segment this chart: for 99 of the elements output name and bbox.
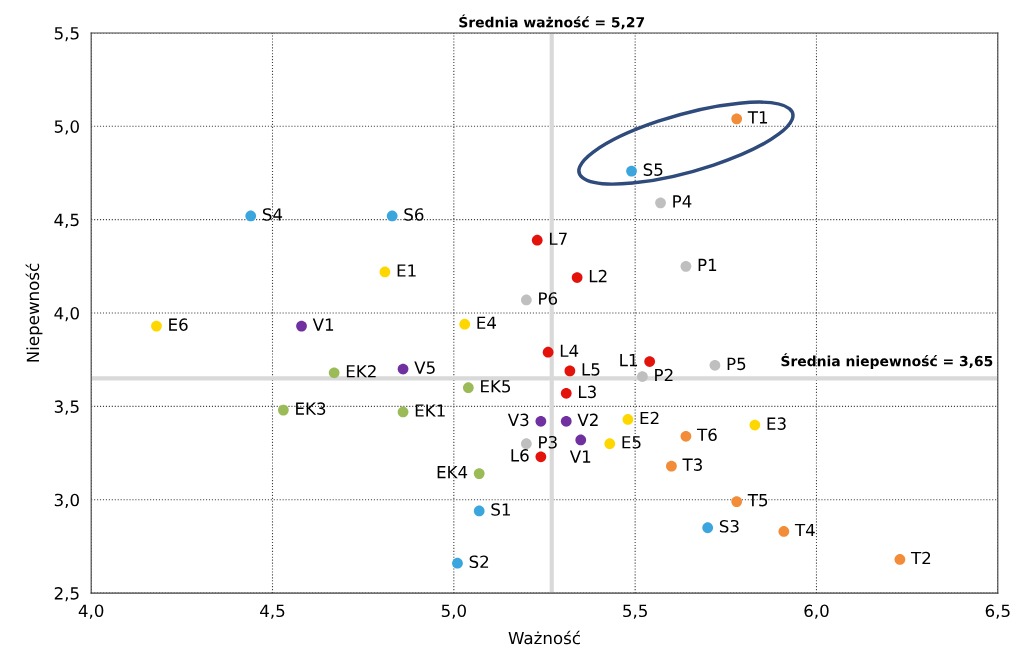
data-label: V3: [507, 413, 529, 427]
data-label: P4: [673, 195, 692, 208]
y-axis-title: Niepewność: [25, 263, 43, 362]
x-tick-label: 4,5: [260, 604, 285, 619]
data-label: T2: [910, 551, 931, 565]
data-label: T4: [794, 523, 815, 537]
point: [542, 346, 554, 358]
data-label: EK1: [415, 404, 445, 417]
point: [531, 234, 543, 246]
data-label: E1: [397, 264, 416, 277]
data-label: L2: [589, 269, 607, 283]
point: [637, 371, 648, 382]
data-label: EK4: [437, 466, 468, 479]
point: [278, 404, 289, 416]
data-label: L4: [560, 344, 579, 357]
point: [626, 165, 637, 177]
data-label: T1: [747, 111, 768, 124]
point: [778, 526, 790, 537]
point: [520, 438, 532, 450]
point: [575, 434, 587, 446]
point: [397, 406, 409, 418]
data-label: V5: [414, 361, 435, 374]
point: [520, 294, 532, 306]
x-tick-label: 6,5: [985, 604, 1010, 619]
y-tick-label: 4,5: [54, 213, 79, 228]
point: [604, 438, 616, 450]
data-label: E5: [622, 436, 641, 449]
data-label: V1: [569, 450, 591, 463]
ref-line-label: Średnia niepewność = 3,65: [781, 353, 993, 370]
data-label: S2: [469, 555, 489, 569]
point: [894, 554, 906, 565]
y-tick-label: 3,0: [54, 493, 79, 509]
x-tick-label: 4,0: [78, 604, 104, 619]
point: [680, 430, 692, 442]
point: [560, 387, 572, 399]
data-label: S3: [719, 519, 739, 533]
data-label: P1: [698, 258, 717, 271]
data-label: P3: [539, 435, 557, 449]
data-label: S5: [643, 163, 663, 176]
data-label: T6: [696, 428, 717, 442]
ref-line-label: Średnia ważność = 5,27: [459, 14, 645, 30]
data-label: EK5: [481, 380, 511, 393]
point: [473, 505, 485, 517]
point: [731, 496, 743, 507]
point: [459, 318, 471, 330]
x-tick-label: 5,5: [623, 604, 647, 619]
data-label: S6: [404, 208, 424, 221]
y-tick-label: 2,5: [54, 587, 79, 602]
data-label: L3: [578, 385, 596, 399]
x-tick-label: 6,0: [804, 604, 829, 619]
data-label: V1: [312, 318, 334, 331]
data-label: P2: [655, 368, 673, 382]
point: [564, 365, 576, 377]
point: [452, 557, 463, 569]
point: [397, 363, 409, 375]
point: [535, 451, 547, 463]
data-label: T5: [747, 494, 768, 507]
point: [328, 367, 340, 379]
point: [462, 382, 474, 394]
point: [473, 468, 485, 479]
data-label: L6: [511, 449, 529, 462]
data-label: EK3: [296, 402, 326, 415]
x-tick-label: 5,0: [441, 604, 466, 619]
point: [386, 210, 398, 222]
data-label: S4: [262, 208, 283, 221]
y-tick-label: 5,0: [54, 120, 79, 135]
point: [731, 113, 743, 125]
point: [560, 415, 572, 427]
data-label: T3: [682, 458, 702, 471]
data-label: P6: [539, 292, 558, 305]
data-label: S1: [491, 503, 510, 516]
data-label: P5: [727, 357, 746, 371]
point: [644, 356, 656, 367]
point: [680, 260, 692, 272]
point: [702, 522, 714, 534]
data-label: E6: [169, 318, 188, 331]
data-label: E4: [477, 316, 497, 329]
point: [379, 266, 391, 278]
y-tick-label: 4,0: [54, 306, 79, 322]
data-label: E3: [767, 417, 786, 430]
data-label: L5: [582, 363, 600, 376]
point: [622, 414, 634, 425]
data-label: E2: [640, 411, 659, 425]
y-tick-label: 3,5: [54, 400, 79, 415]
y-tick-label: 5,5: [54, 27, 79, 42]
x-axis-title: Ważność: [508, 630, 580, 645]
data-label: EK2: [346, 365, 376, 378]
point: [535, 415, 547, 427]
point: [749, 419, 761, 431]
point: [245, 210, 257, 222]
point: [151, 320, 162, 332]
point: [296, 320, 307, 332]
point: [571, 272, 583, 283]
point: [666, 460, 677, 472]
data-label: V2: [577, 413, 598, 426]
point: [655, 197, 666, 209]
data-label: L7: [549, 232, 567, 245]
point: [709, 359, 721, 371]
data-label: L1: [620, 354, 638, 367]
